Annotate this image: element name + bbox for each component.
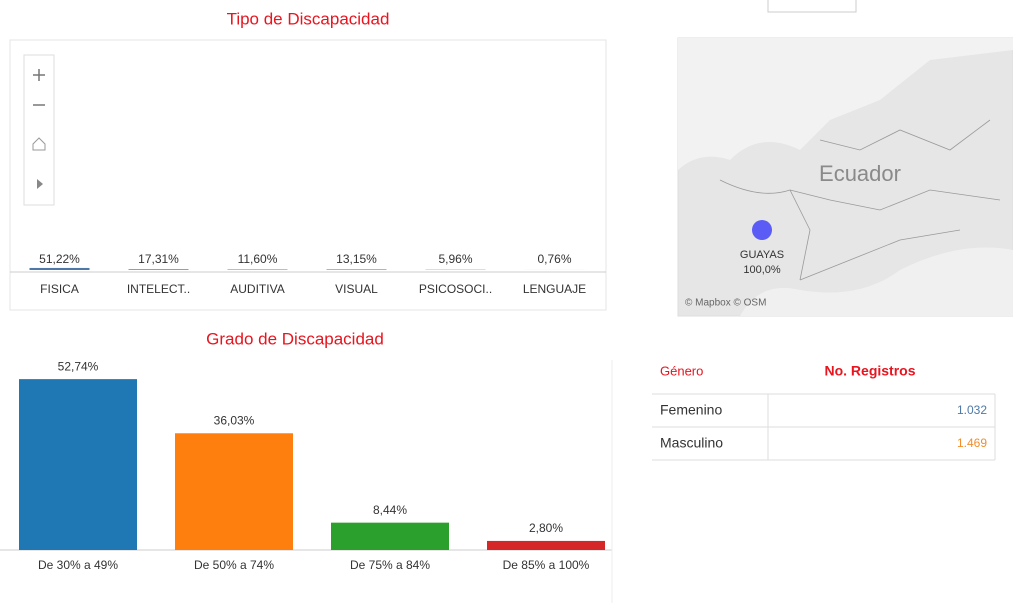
- x-tick-label: INTELECT..: [127, 282, 190, 296]
- data-label: 17,31%: [138, 252, 179, 266]
- attribution: © Mapbox © OSM: [685, 298, 766, 309]
- row-label: Femenino: [660, 402, 722, 418]
- chart-title: Grado de Discapacidad: [206, 329, 384, 348]
- bar: [29, 267, 90, 270]
- country-label: Ecuador: [819, 161, 901, 186]
- data-label: 5,96%: [438, 252, 472, 266]
- row-label: Masculino: [660, 435, 723, 451]
- data-label: 8,44%: [373, 503, 407, 517]
- table-header: Género: [660, 363, 703, 378]
- chart-frame: [9, 39, 607, 311]
- data-label: 2,80%: [529, 521, 563, 535]
- data-label: 36,03%: [214, 413, 255, 427]
- region-point[interactable]: [752, 220, 772, 240]
- play[interactable]: [37, 179, 43, 189]
- region-value: 100,0%: [743, 264, 781, 276]
- region-label: GUAYAS: [740, 249, 784, 261]
- x-tick-label: FISICA: [40, 282, 79, 296]
- borders: [719, 119, 1001, 281]
- bar: [326, 269, 387, 270]
- bar: [331, 522, 449, 550]
- table-header: No. Registros: [824, 363, 915, 379]
- row-value: 1.032: [957, 403, 987, 417]
- x-tick-label: De 85% a 100%: [503, 558, 590, 572]
- land: [740, 247, 1013, 316]
- x-tick-label: VISUAL: [335, 282, 378, 296]
- x-tick-label: De 50% a 74%: [194, 558, 274, 572]
- bar: [487, 540, 605, 550]
- bar: [175, 433, 293, 550]
- bar: [128, 269, 189, 270]
- data-label: 11,60%: [238, 252, 278, 266]
- x-tick-label: De 75% a 84%: [350, 558, 430, 572]
- bar: [19, 379, 137, 550]
- zoom-in[interactable]: [33, 69, 45, 81]
- home[interactable]: [32, 137, 46, 151]
- land: [678, 38, 1013, 170]
- table: Género No. Registros: [652, 363, 996, 461]
- toolbar: [23, 54, 55, 206]
- data-label: 13,15%: [336, 252, 377, 266]
- row-value: 1.469: [957, 436, 987, 450]
- map: Ecuador GUAYAS 100,0% © Mapbox © OSM: [677, 37, 1013, 317]
- data-label: 51,22%: [39, 252, 80, 266]
- data-label: 52,74%: [58, 359, 99, 373]
- x-tick-label: De 30% a 49%: [38, 558, 118, 572]
- x-tick-label: PSICOSOCI..: [419, 282, 492, 296]
- data-label: 0,76%: [537, 252, 571, 266]
- chart-title: Tipo de Discapacidad: [227, 9, 390, 28]
- x-tick-label: LENGUAJE: [523, 282, 586, 296]
- filter-box[interactable]: [767, 0, 857, 13]
- x-tick-label: AUDITIVA: [230, 282, 284, 296]
